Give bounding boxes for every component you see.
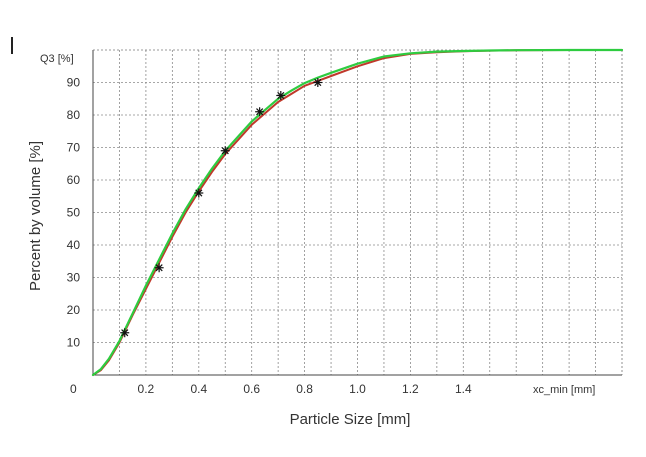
origin-label: 0 (70, 382, 77, 396)
measured-points (120, 78, 323, 338)
data-point-marker (120, 328, 130, 338)
x-tick-labels: 0.2 0.4 0.6 0.8 1.0 1.2 1.4 (138, 382, 472, 396)
y-tick-label: 60 (67, 173, 81, 187)
text-cursor-mark (11, 37, 13, 54)
data-point-marker (154, 263, 164, 273)
series-line (91, 48, 624, 377)
y-tick-label: 30 (67, 271, 81, 285)
x-tick-label: 0.4 (190, 382, 207, 396)
x-tick-label: 1.0 (349, 382, 366, 396)
y-tick-label: 90 (67, 76, 81, 90)
x-tick-label: 1.4 (455, 382, 472, 396)
y-tick-label: 50 (67, 206, 81, 220)
data-point-marker (276, 91, 286, 100)
y-tick-label: 40 (67, 238, 81, 252)
x-tick-label: 0.8 (296, 382, 313, 396)
series-lines (91, 48, 624, 377)
y-tick-label: 10 (67, 336, 81, 350)
y-tick-label: 70 (67, 141, 81, 155)
data-point-marker (255, 107, 265, 117)
y-tick-labels: 10 20 30 40 50 60 70 80 90 (67, 76, 81, 350)
x-tick-label: 0.2 (138, 382, 155, 396)
data-point-marker (194, 188, 204, 198)
data-point-marker (313, 78, 323, 87)
x-tick-label: 1.2 (402, 382, 419, 396)
x-axis-label: Particle Size [mm] (290, 411, 411, 428)
grid-lines (93, 50, 622, 375)
x-axis-end-label: xc_min [mm] (533, 384, 595, 396)
y-tick-label: 80 (67, 108, 81, 122)
y-axis-label: Percent by volume [%] (27, 141, 44, 291)
y-axis-title: Q3 [%] (40, 53, 74, 65)
y-tick-label: 20 (67, 303, 81, 317)
x-tick-label: 0.6 (243, 382, 260, 396)
data-point-marker (220, 146, 230, 156)
